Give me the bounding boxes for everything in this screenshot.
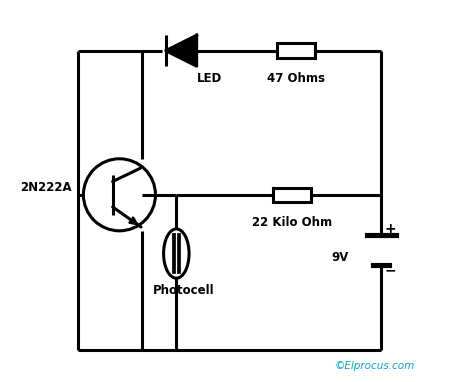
Polygon shape — [166, 35, 197, 66]
Text: 9V: 9V — [331, 251, 349, 264]
Bar — [273, 188, 311, 202]
Text: LED: LED — [197, 71, 222, 84]
Text: 47 Ohms: 47 Ohms — [267, 71, 325, 84]
Text: Photocell: Photocell — [153, 284, 215, 297]
Text: 2N222A: 2N222A — [20, 181, 72, 194]
Text: −: − — [385, 264, 396, 278]
Text: +: + — [385, 222, 396, 236]
Text: ©Elprocus.com: ©Elprocus.com — [335, 361, 415, 371]
Text: 22 Kilo Ohm: 22 Kilo Ohm — [252, 216, 332, 229]
Bar — [277, 44, 315, 58]
